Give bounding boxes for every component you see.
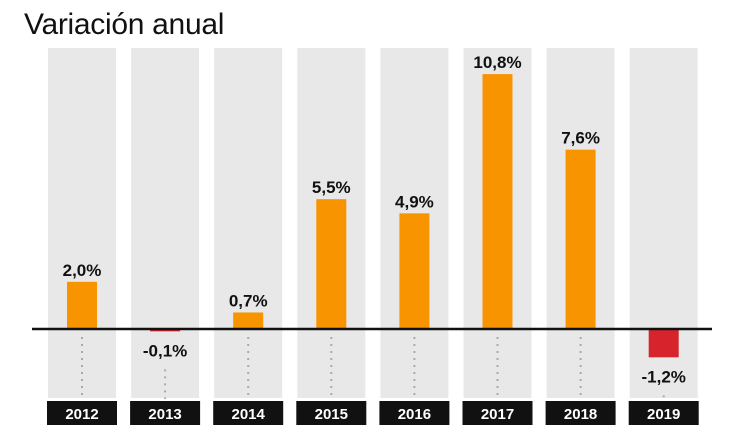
value-label-2013: -0,1% — [143, 341, 187, 360]
year-box-2019 — [628, 401, 699, 425]
year-box-2015 — [296, 401, 367, 425]
value-label-2012: 2,0% — [63, 261, 102, 280]
chart-title: Variación anual — [24, 8, 225, 41]
bar-2019 — [648, 329, 679, 358]
column-background — [131, 48, 200, 398]
year-box-2018 — [545, 401, 616, 425]
bar-2015 — [316, 199, 347, 329]
tick-label-2015: 2015 — [315, 406, 348, 423]
tick-label-2018: 2018 — [564, 406, 597, 423]
value-label-2019: -1,2% — [641, 367, 685, 386]
year-box-2016 — [379, 401, 450, 425]
year-box-2014 — [213, 401, 284, 425]
tick-label-2012: 2012 — [65, 406, 98, 423]
value-label-2015: 5,5% — [312, 178, 351, 197]
column-background — [48, 48, 116, 398]
year-box-2017 — [462, 401, 533, 425]
tick-label-2017: 2017 — [481, 406, 514, 423]
value-label-2018: 7,6% — [561, 129, 600, 148]
tick-label-2016: 2016 — [398, 406, 431, 423]
bar-2014 — [233, 312, 264, 329]
tick-label-2013: 2013 — [148, 406, 181, 423]
column-background — [214, 48, 283, 398]
value-label-2014: 0,7% — [229, 291, 268, 310]
value-label-2017: 10,8% — [473, 53, 521, 72]
tick-label-2014: 2014 — [232, 406, 266, 423]
tick-label-2019: 2019 — [647, 406, 680, 423]
bar-2017 — [482, 74, 513, 330]
value-label-2016: 4,9% — [395, 192, 434, 211]
bar-2016 — [399, 213, 430, 329]
year-box-2013 — [130, 401, 201, 425]
bar-2012 — [67, 281, 97, 329]
bar-2018 — [565, 149, 596, 329]
year-box-2012 — [47, 401, 117, 425]
